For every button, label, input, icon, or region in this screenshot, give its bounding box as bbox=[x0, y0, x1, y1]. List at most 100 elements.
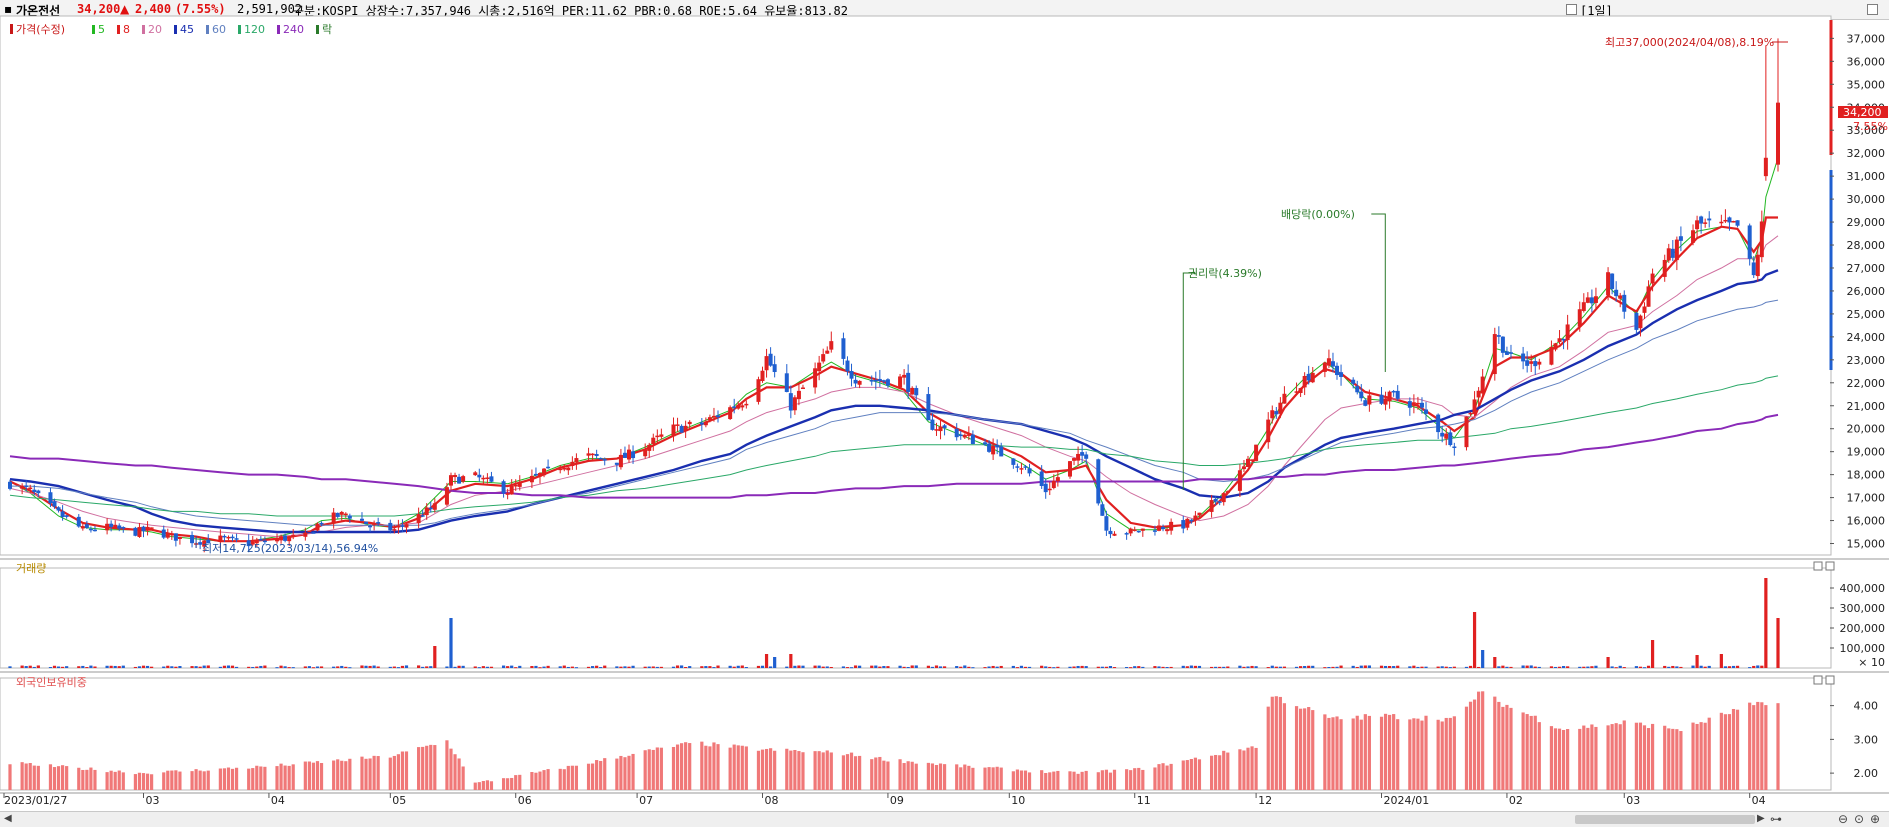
volume-bar bbox=[1650, 640, 1655, 668]
foreign-ratio-bar bbox=[1505, 704, 1509, 790]
foreign-ratio-bar bbox=[1072, 771, 1076, 790]
volume-bar bbox=[137, 666, 142, 668]
candle-body bbox=[768, 353, 773, 366]
foreign-ratio-bar bbox=[902, 763, 906, 790]
candle-body bbox=[1678, 236, 1683, 241]
foreign-ratio-bar bbox=[1695, 723, 1699, 790]
legend-ma-240: 240 bbox=[283, 23, 304, 36]
volume-bar bbox=[659, 666, 663, 668]
candle-body bbox=[177, 536, 182, 539]
volume-bar bbox=[477, 667, 481, 669]
foreign-ratio-bar bbox=[344, 761, 348, 790]
foreign-ratio-bar bbox=[882, 760, 886, 790]
volume-bar bbox=[510, 665, 514, 668]
candle-body bbox=[1759, 221, 1764, 258]
candle-body bbox=[1480, 376, 1485, 394]
foreign-panel-close-button[interactable] bbox=[1825, 675, 1835, 685]
volume-bar bbox=[1185, 666, 1189, 668]
foreign-ratio-bar bbox=[279, 763, 283, 790]
zoom-out-icon[interactable]: ⊖ bbox=[1838, 812, 1849, 826]
volume-bar bbox=[955, 666, 959, 668]
candle-body bbox=[291, 534, 296, 537]
foreign-tick-label: 2.00 bbox=[1854, 767, 1879, 780]
foreign-ratio-bar bbox=[773, 750, 777, 790]
candle-body bbox=[647, 444, 652, 451]
date-tick-label: 04 bbox=[1752, 794, 1766, 807]
scroll-thumb[interactable] bbox=[1575, 815, 1755, 824]
foreign-ratio-bar bbox=[141, 773, 146, 790]
close-button[interactable] bbox=[1867, 4, 1878, 15]
foreign-ratio-bar bbox=[821, 752, 825, 790]
foreign-ratio-bar bbox=[1566, 729, 1570, 790]
candle-body bbox=[954, 428, 959, 438]
foreign-ratio-bar bbox=[162, 772, 166, 790]
volume-bar bbox=[1606, 657, 1610, 668]
volume-bar bbox=[599, 667, 603, 669]
candle-body bbox=[885, 379, 890, 386]
volume-bar bbox=[417, 665, 421, 668]
candle-body bbox=[1504, 351, 1509, 355]
volume-bar bbox=[1197, 665, 1202, 668]
candle-body bbox=[533, 473, 538, 476]
candle-body bbox=[1549, 346, 1554, 365]
range-slider-icon[interactable]: ⊶ bbox=[1770, 812, 1782, 826]
current-pct-label: 7.55% bbox=[1853, 120, 1888, 133]
foreign-ratio-bar bbox=[1594, 726, 1598, 790]
candle-body bbox=[1662, 259, 1667, 277]
foreign-panel-restore-button[interactable] bbox=[1813, 675, 1823, 685]
candle-body bbox=[311, 532, 316, 534]
foreign-ratio-bar bbox=[1015, 769, 1019, 790]
candle-body bbox=[788, 393, 793, 411]
foreign-ratio-bar bbox=[105, 772, 109, 790]
foreign-ratio-bar bbox=[52, 767, 57, 790]
volume-bar bbox=[627, 666, 631, 668]
volume-bar bbox=[81, 665, 85, 668]
candle-body bbox=[655, 435, 660, 438]
volume-panel-close-button[interactable] bbox=[1825, 561, 1835, 571]
foreign-ratio-bar bbox=[793, 749, 797, 790]
foreign-ratio-bar bbox=[1501, 706, 1505, 790]
foreign-ratio-bar bbox=[1497, 701, 1501, 790]
candle-body bbox=[145, 526, 150, 530]
scroll-right-icon[interactable]: ▶ bbox=[1757, 813, 1765, 824]
volume-bar bbox=[307, 666, 311, 668]
candle-body bbox=[64, 515, 69, 517]
foreign-ratio-bar bbox=[704, 745, 708, 790]
scroll-left-icon[interactable]: ◀ bbox=[4, 813, 12, 824]
foreign-ratio-bar bbox=[1440, 721, 1444, 790]
candle-body bbox=[659, 434, 664, 437]
volume-bar bbox=[942, 666, 947, 668]
price-tick-label: 18,000 bbox=[1847, 469, 1886, 482]
volume-bar bbox=[910, 665, 914, 668]
restore-button[interactable] bbox=[1566, 4, 1577, 15]
candle-body bbox=[36, 490, 41, 494]
foreign-ratio-bar bbox=[1675, 729, 1679, 790]
volume-bar bbox=[1335, 666, 1339, 668]
foreign-ratio-bar bbox=[1582, 725, 1586, 790]
high-annotation: 최고37,000(2024/04/08),8.19% bbox=[1605, 36, 1774, 49]
foreign-ratio-bar bbox=[570, 765, 574, 790]
candle-body bbox=[529, 475, 534, 483]
foreign-ratio-bar bbox=[85, 769, 89, 790]
horizontal-scrollbar[interactable]: ◀ ▶ ⊶ ⊖ ⊙ ⊕ bbox=[0, 811, 1889, 827]
date-tick-label: 12 bbox=[1258, 794, 1272, 807]
candle-body bbox=[396, 525, 401, 528]
foreign-ratio-bar bbox=[1723, 714, 1728, 790]
volume-bar bbox=[1084, 666, 1088, 668]
candle-body bbox=[190, 534, 195, 544]
zoom-reset-icon[interactable]: ⊙ bbox=[1854, 812, 1865, 826]
foreign-ratio-bar bbox=[291, 764, 295, 790]
ma-240-line bbox=[9, 413, 1779, 499]
menu-icon[interactable]: ▪ bbox=[4, 2, 13, 16]
candle-body bbox=[1055, 477, 1060, 482]
foreign-ratio-bar bbox=[955, 764, 959, 790]
volume-panel-restore-button[interactable] bbox=[1813, 561, 1823, 571]
foreign-ratio-bar bbox=[1578, 728, 1582, 790]
foreign-ratio-bar bbox=[1068, 771, 1072, 790]
candle-body bbox=[517, 481, 522, 487]
period-selector[interactable]: [1일] bbox=[1580, 4, 1613, 18]
candle-body bbox=[1302, 375, 1307, 388]
zoom-in-icon[interactable]: ⊕ bbox=[1870, 812, 1881, 826]
candle-body bbox=[161, 529, 166, 538]
price-tick-label: 29,000 bbox=[1847, 216, 1886, 229]
